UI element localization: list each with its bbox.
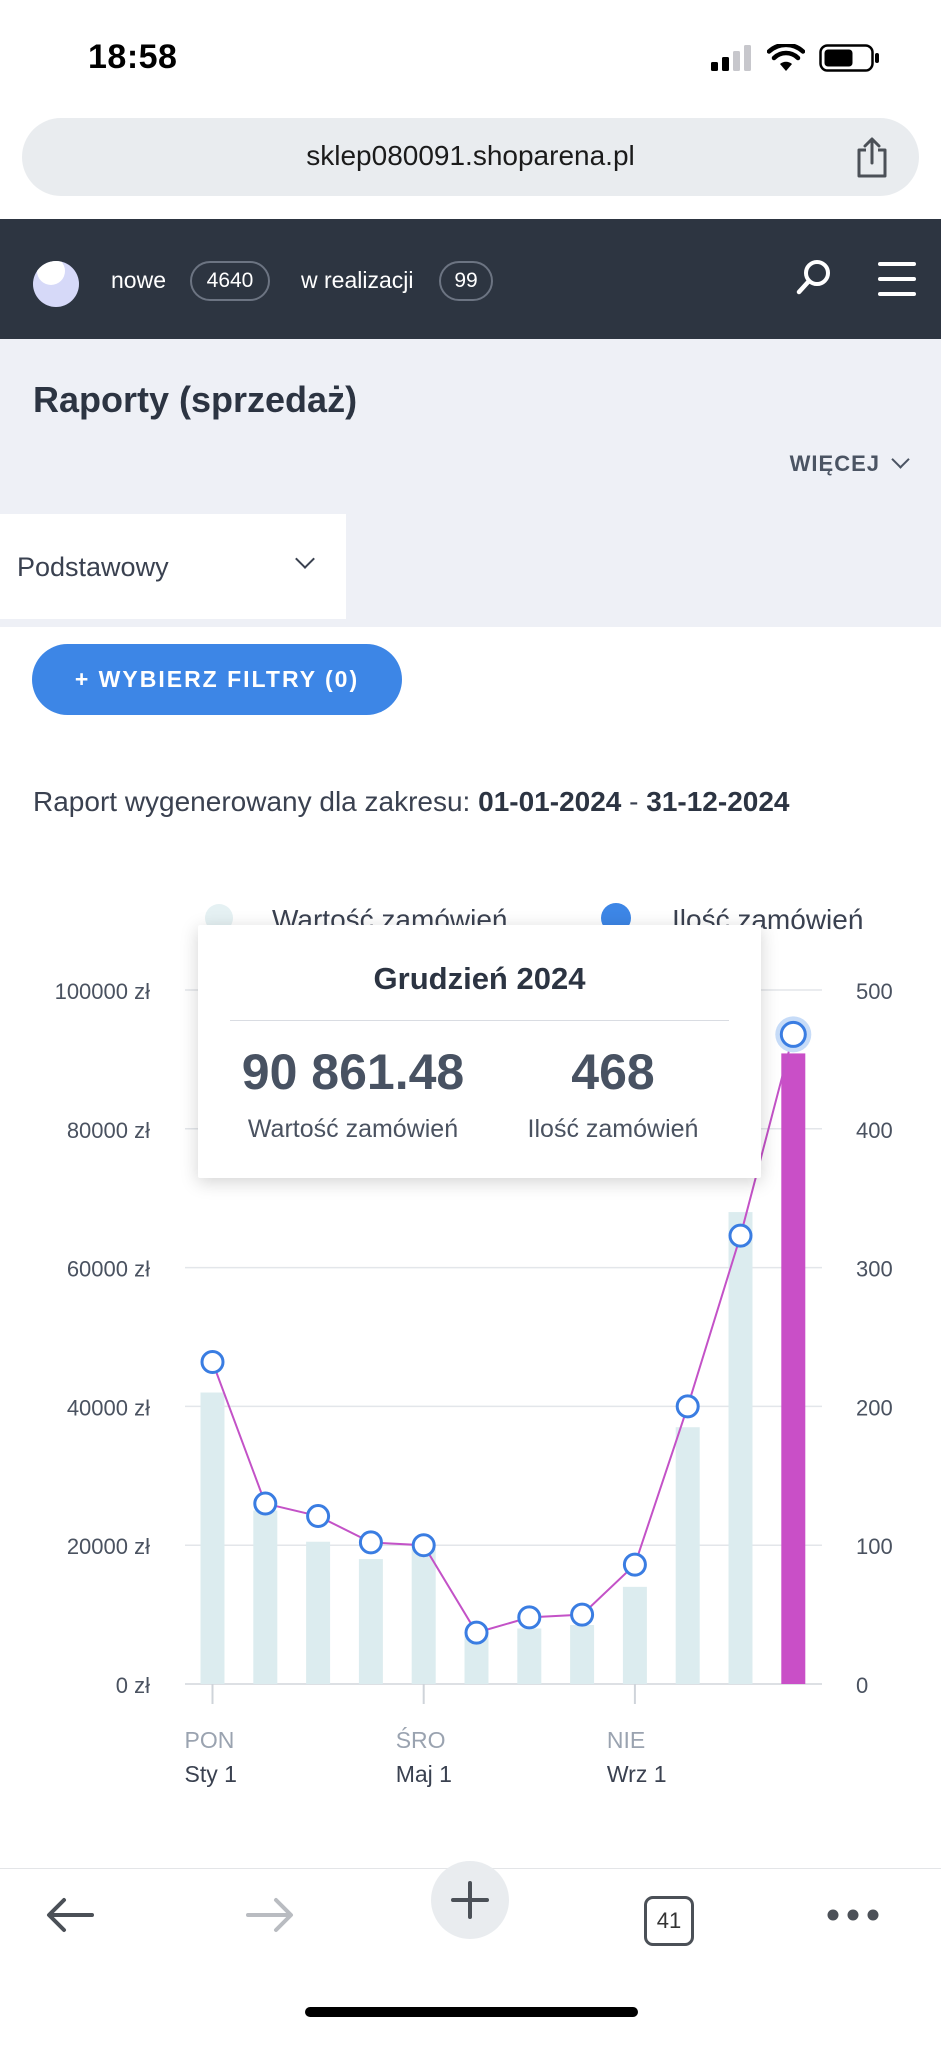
tooltip-divider: [230, 1020, 729, 1021]
shop-logo[interactable]: [33, 261, 79, 307]
report-type-select[interactable]: Podstawowy: [0, 514, 346, 619]
y-right-tick-label: 200: [856, 1395, 893, 1420]
y-left-tick-label: 100000 zł: [55, 979, 151, 1004]
range-start: 01-01-2024: [478, 786, 622, 817]
status-bar: 18:58: [0, 0, 941, 112]
url-text: sklep080091.shoparena.pl: [306, 140, 635, 171]
y-left-tick-label: 40000 zł: [67, 1395, 150, 1420]
point-mar: [306, 1504, 331, 1529]
point-lip: [517, 1605, 542, 1630]
status-time: 18:58: [88, 38, 178, 76]
in-progress-label[interactable]: w realizacji: [301, 267, 414, 293]
report-range: Raport wygenerowany dla zakresu: 01-01-2…: [33, 786, 789, 818]
point-paź: [675, 1394, 700, 1419]
share-icon[interactable]: [853, 136, 891, 180]
x-tick-day-label: NIE: [607, 1727, 645, 1753]
chevron-down-icon: [295, 549, 315, 569]
y-right-tick-label: 400: [856, 1118, 893, 1143]
x-tick-label: Wrz 1: [607, 1761, 667, 1787]
point-sie: [570, 1602, 595, 1627]
home-indicator: [305, 2007, 638, 2017]
wifi-icon: [767, 44, 805, 71]
more-label: WIĘCEJ: [789, 451, 880, 476]
choose-filters-button[interactable]: + WYBIERZ FILTRY (0): [32, 644, 402, 715]
bar-gru: [781, 1053, 806, 1684]
hamburger-menu-icon[interactable]: [878, 262, 916, 307]
y-left-tick-label: 60000 zł: [67, 1257, 150, 1282]
x-tick-label: Sty 1: [185, 1761, 237, 1787]
y-left-tick-label: 80000 zł: [67, 1118, 150, 1143]
point-lut: [253, 1491, 278, 1516]
bar-paź: [675, 1427, 700, 1684]
new-tab-button[interactable]: [431, 1861, 509, 1939]
back-arrow-icon[interactable]: [44, 1895, 96, 1935]
y-left-tick-label: 0 zł: [116, 1673, 150, 1698]
search-icon[interactable]: [795, 258, 835, 298]
tabs-count-button[interactable]: 41: [644, 1896, 694, 1946]
tooltip-title: Grudzień 2024: [373, 961, 586, 996]
tooltip-value-label: Wartość zamówień: [247, 1115, 459, 1143]
more-options-icon[interactable]: [826, 1908, 880, 1922]
chevron-down-icon: [891, 450, 910, 469]
point-sty: [200, 1349, 225, 1374]
x-tick-day-label: PON: [185, 1727, 235, 1753]
point-maj: [411, 1533, 436, 1558]
tooltip-count: 468: [571, 1044, 655, 1100]
range-separator: -: [629, 786, 639, 817]
bar-maj: [411, 1548, 436, 1684]
point-lis: [728, 1223, 753, 1248]
report-type-value: Podstawowy: [17, 552, 169, 582]
chart-tooltip: Grudzień 2024 90 861.48 468 Wartość zamó…: [198, 925, 761, 1178]
y-right-tick-label: 0: [856, 1673, 868, 1698]
x-tick-label: Maj 1: [396, 1761, 452, 1787]
point-wrz: [622, 1552, 647, 1577]
point-gru: [779, 1020, 807, 1048]
bar-kwi: [358, 1559, 383, 1684]
page-title: Raporty (sprzedaż): [33, 379, 358, 420]
forward-arrow-icon[interactable]: [244, 1895, 296, 1935]
bar-mar: [306, 1541, 331, 1684]
bar-lut: [253, 1510, 278, 1684]
tooltip-count-label: Ilość zamówień: [527, 1115, 699, 1143]
cellular-signal-icon: [711, 45, 751, 71]
status-icons: [711, 44, 881, 72]
point-kwi: [358, 1530, 383, 1555]
more-dropdown[interactable]: WIĘCEJ: [789, 450, 910, 477]
bar-lip: [517, 1628, 542, 1684]
bar-wrz: [622, 1586, 647, 1684]
new-orders-label[interactable]: nowe: [111, 267, 166, 293]
bar-lis: [728, 1212, 753, 1684]
app-header: nowe 4640 w realizacji 99: [0, 219, 941, 339]
bar-sie: [570, 1625, 595, 1684]
y-right-tick-label: 300: [856, 1257, 893, 1282]
point-cze: [464, 1620, 489, 1645]
tooltip-value: 90 861.48: [241, 1044, 465, 1100]
battery-icon: [819, 44, 879, 72]
in-progress-badge[interactable]: 99: [439, 261, 493, 301]
y-right-tick-label: 100: [856, 1534, 893, 1559]
y-right-tick-label: 500: [856, 979, 893, 1004]
plus-icon: [451, 1881, 489, 1919]
bar-sty: [200, 1392, 225, 1684]
range-prefix: Raport wygenerowany dla zakresu:: [33, 786, 471, 817]
sales-chart: Wartość zamówień Ilość zamówień 0 zł 0 20000…: [55, 903, 893, 1787]
x-tick-day-label: ŚRO: [396, 1726, 446, 1753]
address-bar[interactable]: sklep080091.shoparena.pl: [22, 118, 919, 196]
y-left-tick-label: 20000 zł: [67, 1534, 150, 1559]
range-end: 31-12-2024: [646, 786, 790, 817]
new-orders-badge[interactable]: 4640: [190, 261, 270, 301]
